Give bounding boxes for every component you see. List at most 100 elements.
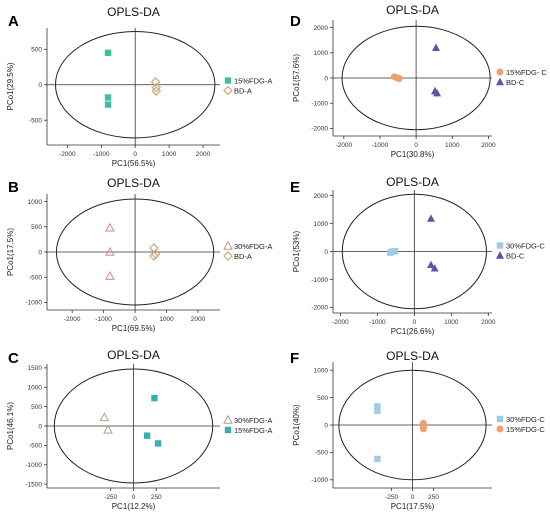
data-point bbox=[431, 43, 440, 51]
y-tick-label: 0 bbox=[38, 249, 42, 256]
chart-title: OPLS-DA bbox=[107, 348, 160, 362]
x-tick-label: 250 bbox=[151, 494, 162, 501]
data-point bbox=[395, 75, 403, 83]
y-tick-label: 1000 bbox=[314, 368, 329, 375]
x-axis-label: PC1(69.5%) bbox=[112, 324, 156, 333]
y-axis-label: PCo1(17.5%) bbox=[6, 228, 15, 276]
legend-label: BD-A bbox=[234, 87, 252, 96]
data-point bbox=[103, 424, 113, 434]
panel-c: C OPLS-DA -250 0 250 -1500 -1000 -500 0 500 1000 15… bbox=[6, 348, 272, 511]
x-tick-label: 2000 bbox=[191, 316, 206, 323]
chart-title: OPLS-DA bbox=[107, 5, 160, 19]
panel-letter: B bbox=[8, 179, 19, 196]
x-tick-label: -2000 bbox=[336, 142, 353, 149]
y-tick-label: 500 bbox=[31, 224, 42, 231]
data-point bbox=[151, 394, 158, 402]
x-tick-label: 0 bbox=[413, 319, 417, 326]
panel-f: F OPLS-DA -250 0 250 -1000 -500 0 500 1000 PC1(17.… bbox=[290, 349, 545, 511]
data-point bbox=[426, 260, 435, 269]
x-axis-label: PC1(12.2%) bbox=[112, 502, 156, 511]
y-axis-label: PCo1(40%) bbox=[292, 404, 301, 446]
legend-label: 30%FDG-C bbox=[506, 415, 545, 424]
y-tick-label: -1000 bbox=[25, 300, 42, 307]
y-tick-label: -2000 bbox=[311, 126, 328, 133]
y-tick-label: -500 bbox=[315, 450, 328, 457]
y-tick-label: -1000 bbox=[311, 101, 328, 108]
y-tick-label: 0 bbox=[38, 423, 42, 430]
x-tick-label: -2000 bbox=[64, 316, 81, 323]
data-point bbox=[426, 214, 435, 222]
x-tick-label: -250 bbox=[104, 494, 117, 501]
data-point bbox=[374, 407, 381, 414]
data-point bbox=[391, 248, 399, 255]
data-point bbox=[104, 101, 112, 108]
x-tick-label: -2000 bbox=[332, 319, 349, 326]
legend-label: 15%FDG-A bbox=[234, 77, 272, 86]
legend-label: 15%FDG-C bbox=[506, 425, 545, 434]
data-point bbox=[105, 222, 115, 232]
legend-label: 15%FDG- C bbox=[506, 68, 547, 77]
chart-title: OPLS-DA bbox=[386, 349, 439, 363]
x-axis-label: PC1(56.5%) bbox=[112, 159, 156, 168]
legend-marker bbox=[496, 77, 504, 86]
data-point bbox=[430, 264, 439, 272]
legend-label: BD-C bbox=[506, 252, 525, 261]
y-tick-label: -1500 bbox=[25, 481, 42, 488]
legend-label: BD-C bbox=[506, 78, 525, 87]
y-tick-label: 1500 bbox=[28, 365, 43, 372]
data-point bbox=[151, 82, 162, 93]
y-tick-label: 1000 bbox=[28, 385, 43, 392]
data-point bbox=[105, 246, 115, 256]
data-point bbox=[154, 440, 162, 447]
data-point bbox=[150, 77, 161, 87]
x-tick-label: -1000 bbox=[372, 142, 389, 149]
chart-title: OPLS-DA bbox=[386, 175, 439, 189]
chart-title: OPLS-DA bbox=[107, 176, 160, 190]
x-tick-label: 0 bbox=[414, 142, 418, 149]
x-axis-label: PC1(30.8%) bbox=[391, 150, 435, 159]
data-point bbox=[419, 425, 427, 433]
x-tick-label: -1000 bbox=[93, 151, 110, 158]
y-axis-label: PCo1(46.1%) bbox=[6, 402, 15, 450]
y-tick-label: 1000 bbox=[314, 50, 329, 57]
x-tick-label: 2000 bbox=[481, 319, 496, 326]
y-tick-label: -500 bbox=[29, 117, 42, 124]
x-tick-label: 0 bbox=[133, 316, 137, 323]
legend-marker bbox=[223, 240, 233, 250]
legend-marker bbox=[496, 68, 504, 76]
y-tick-label: -1000 bbox=[311, 477, 328, 484]
legend-label: BD-A bbox=[234, 252, 252, 261]
y-axis-label: PCo1(57.6%) bbox=[292, 54, 301, 102]
legend-label: 30%FDG-C bbox=[506, 242, 545, 251]
panel-e: E OPLS-DA -2000 -1000 0 1000 2000 -2000 -1000 0 10… bbox=[290, 175, 545, 336]
data-point bbox=[99, 412, 110, 422]
y-tick-label: 500 bbox=[31, 47, 42, 54]
data-point bbox=[149, 251, 159, 261]
x-tick-label: 1000 bbox=[445, 142, 460, 149]
x-tick-label: 1000 bbox=[162, 151, 177, 158]
data-point bbox=[143, 432, 151, 439]
y-tick-label: -1000 bbox=[25, 462, 42, 469]
y-tick-label: 0 bbox=[38, 82, 42, 89]
data-point bbox=[151, 86, 162, 96]
y-tick-label: 500 bbox=[31, 404, 42, 411]
y-axis-label: PCo1(53%) bbox=[292, 230, 301, 272]
legend-marker bbox=[224, 77, 232, 84]
x-axis-label: PC1(26.6%) bbox=[391, 327, 435, 336]
panel-letter: D bbox=[290, 13, 301, 30]
panel-letter: C bbox=[8, 350, 19, 367]
legend-marker bbox=[223, 414, 233, 424]
y-tick-label: 2000 bbox=[314, 25, 329, 32]
x-axis-label: PC1(17.5%) bbox=[391, 502, 435, 511]
chart-title: OPLS-DA bbox=[386, 3, 439, 17]
data-point bbox=[104, 49, 112, 57]
x-tick-label: 0 bbox=[132, 494, 136, 501]
y-tick-label: -500 bbox=[29, 275, 42, 282]
x-tick-label: -1000 bbox=[369, 319, 386, 326]
x-tick-label: -2000 bbox=[59, 151, 76, 158]
x-tick-label: -1000 bbox=[95, 316, 112, 323]
x-tick-label: 1000 bbox=[159, 316, 174, 323]
panel-letter: E bbox=[290, 179, 300, 196]
legend-marker bbox=[496, 415, 504, 423]
data-point bbox=[433, 88, 442, 97]
